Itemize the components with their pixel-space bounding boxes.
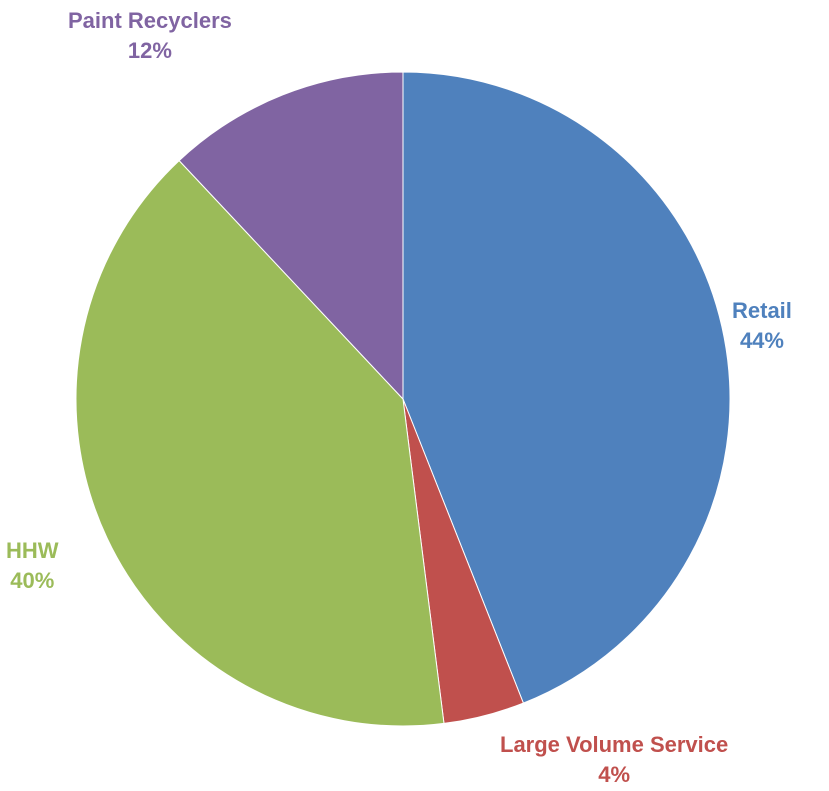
slice-label-hhw-value: 40% [10, 568, 55, 593]
slice-label-hhw-name: HHW [6, 538, 59, 563]
slice-label-retail: Retail 44% [732, 296, 792, 356]
slice-label-paint-recyclers: Paint Recyclers 12% [68, 6, 232, 66]
slice-label-paint-recyclers-value: 12% [127, 38, 172, 63]
slice-label-large-volume-service-name: Large Volume Service [500, 732, 729, 757]
slice-label-retail-value: 44% [739, 328, 784, 353]
slice-label-hhw: HHW 40% [6, 536, 59, 596]
pie-slice-paint-recyclers [178, 71, 404, 401]
slice-label-large-volume-service: Large Volume Service 4% [500, 730, 728, 790]
slice-label-paint-recyclers-name: Paint Recyclers [68, 8, 232, 33]
pie-slice-hhw [75, 159, 445, 727]
slice-label-retail-name: Retail [732, 298, 792, 323]
pie-slice-retail [402, 71, 731, 704]
slice-label-large-volume-service-value: 4% [598, 762, 631, 787]
